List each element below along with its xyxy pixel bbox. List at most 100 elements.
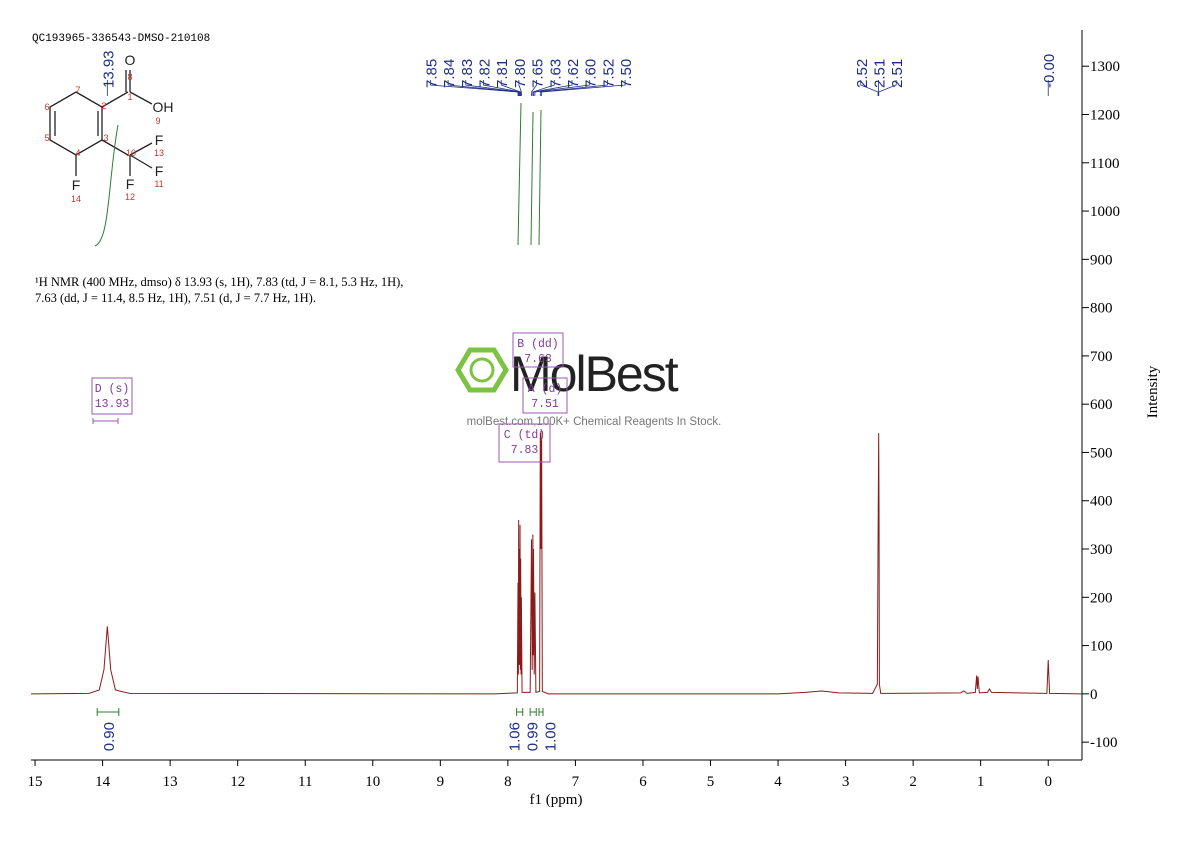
peak-leader [534,80,591,96]
watermark-brand: MolBest [510,346,679,402]
x-tick-label: 14 [95,774,111,790]
atom-label: OH [153,99,174,115]
y-tick-label: 600 [1090,397,1113,413]
atom-label: 6 [44,102,49,112]
y-tick-label: 1000 [1090,204,1120,220]
peak-label: 7.63 [547,59,564,88]
y-tick-label: 900 [1090,252,1113,268]
multiplet-shift: 7.83 [511,444,539,457]
integral-label: 0.99 [524,722,541,751]
multiplet-label: D (s) [95,383,130,396]
atom-label: 11 [154,179,163,189]
peak-label: 7.82 [476,59,493,88]
integral-curve [517,102,542,246]
peak-label: -0.00 [1041,54,1058,88]
peak-leader [518,80,522,96]
description-line: 7.63 (dd, J = 11.4, 8.5 Hz, 1H), 7.51 (d… [35,291,316,305]
atom-label: 8 [127,72,132,82]
multiplet-label: A (d) [528,383,563,396]
peak-label: 7.83 [459,59,476,88]
x-axis-label: f1 (ppm) [530,792,583,808]
integral-label: 1.06 [506,722,523,751]
peak-leader [539,80,608,96]
x-tick-label: 5 [707,774,715,790]
peak-label: 7.60 [583,59,600,88]
multiplet-label: C (td) [504,429,545,442]
x-tick-label: 1 [977,774,985,790]
x-tick-label: 7 [572,774,580,790]
integral-label: 0.90 [101,722,118,751]
peak-label: 7.81 [494,59,511,88]
peak-leader [447,80,520,96]
atom-label: 12 [125,192,135,202]
peak-leader [878,80,897,96]
y-tick-label: 700 [1090,349,1113,365]
multiplet-range [92,418,119,424]
multiplet-box [498,423,551,463]
peak-leader [860,80,879,96]
atom-label: 1 [127,92,132,102]
x-tick-label: 8 [504,774,512,790]
integral-range [529,708,537,716]
y-tick-label: 100 [1090,639,1113,655]
atom-label: F [126,176,135,192]
peak-label: 7.85 [423,59,440,88]
peak-leader [533,80,573,96]
integral-range [96,708,120,716]
peak-leader [532,80,555,96]
peak-leader [531,80,537,96]
peak-label: 7.84 [441,59,458,88]
y-tick-label: 1300 [1090,59,1120,75]
peak-label: 7.50 [618,59,635,88]
integral-curve [94,124,119,247]
multiplet-box [512,332,564,368]
y-tick-label: 400 [1090,494,1113,510]
peak-label: 7.80 [512,59,529,88]
atom-label: 14 [71,194,81,204]
multiplet-box [522,377,568,414]
peak-label: 7.62 [565,59,582,88]
integral-range [538,708,544,716]
multiplet-shift: 13.93 [95,398,130,411]
x-tick-label: 6 [639,774,647,790]
multiplet-label: B (dd) [517,338,558,351]
atom-label: 2 [101,101,106,111]
integral-range [516,708,524,716]
atom-label: O [125,52,136,68]
atom-label: 13 [154,148,164,158]
y-tick-label: 200 [1090,590,1113,606]
structure [49,70,153,176]
x-tick-label: 2 [909,774,917,790]
x-tick-label: 0 [1044,774,1052,790]
y-axis-label: Intensity [1145,365,1161,418]
x-tick-label: 10 [365,774,380,790]
peak-label: 7.65 [530,59,547,88]
x-tick-label: 9 [437,774,445,790]
multiplet-shift: 7.63 [524,353,552,366]
y-tick-label: 0 [1090,687,1098,703]
atom-label: 5 [44,133,49,143]
y-tick-label: -100 [1090,735,1118,751]
x-tick-label: 13 [163,774,178,790]
peak-leader [500,80,522,96]
atom-label: F [155,163,164,179]
atom-label: 7 [75,85,80,95]
peak-label: 13.93 [100,50,117,88]
watermark-tagline: molBest.com,100K+ Chemical Reagents In S… [467,416,722,428]
peak-label: 7.52 [600,59,617,88]
description-line: ¹H NMR (400 MHz, dmso) δ 13.93 (s, 1H), … [35,275,403,289]
atom-label: F [155,132,164,148]
x-tick-label: 4 [774,774,782,790]
x-tick-label: 15 [28,774,43,790]
y-tick-label: 300 [1090,542,1113,558]
sample-name: QC193965-336543-DMSO-210108 [32,33,210,45]
peak-label: 2.51 [889,59,906,88]
y-tick-label: 1200 [1090,107,1120,123]
x-tick-label: 11 [298,774,312,790]
peak-leader [465,80,520,96]
integral-label: 1.00 [542,722,559,751]
peak-leader [483,80,521,96]
x-tick-label: 12 [230,774,245,790]
peak-leader [541,80,626,96]
